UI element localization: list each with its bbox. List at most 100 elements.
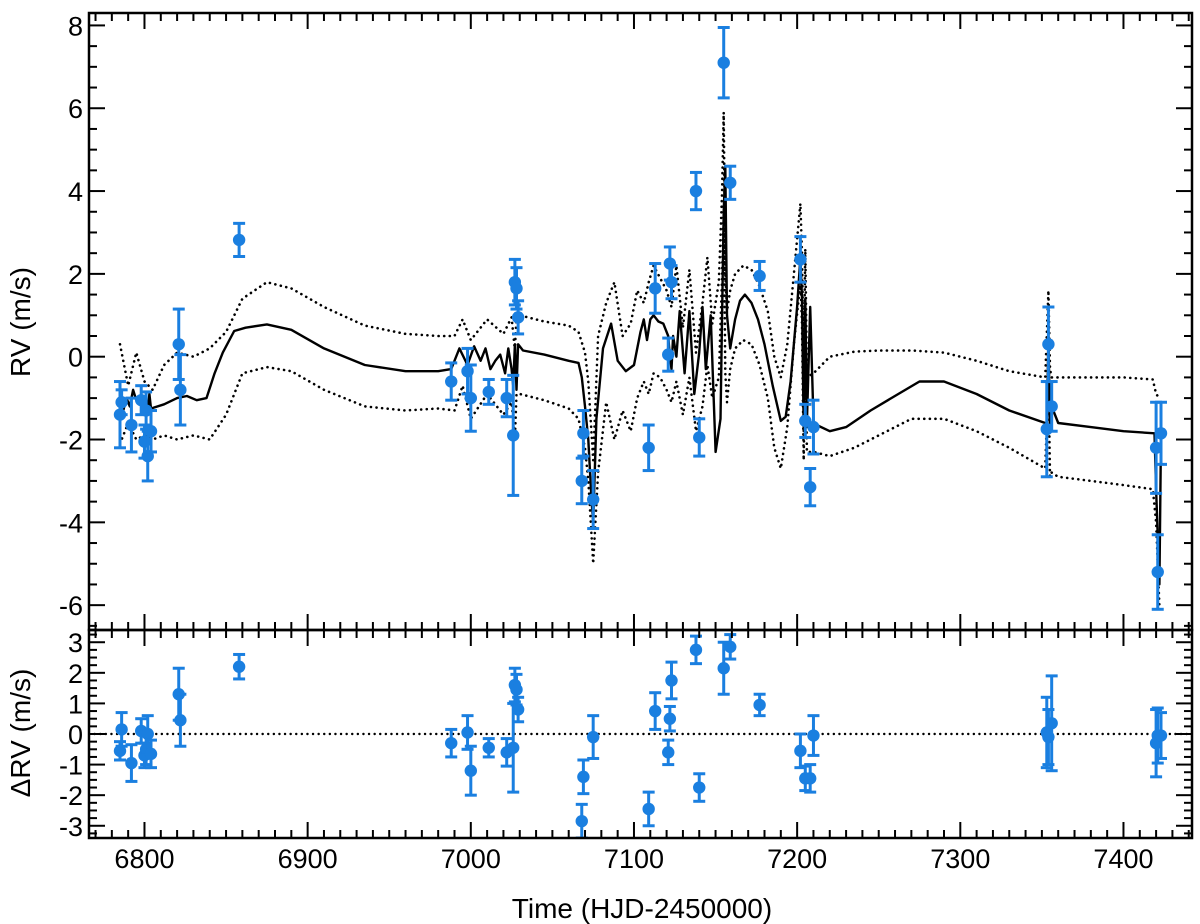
- rv-data-point: [577, 427, 590, 440]
- rv-data-point: [1151, 565, 1164, 579]
- x-tick-label: 7000: [441, 844, 501, 874]
- rv-data-point: [1149, 441, 1163, 454]
- x-axis-label: Time (HJD-2450000): [512, 893, 772, 924]
- residual-y-tick-label: 2: [68, 659, 83, 689]
- rv-data-point: [500, 391, 513, 405]
- rv-y-tick-label: 0: [68, 343, 83, 373]
- residual-data-point: [648, 704, 662, 718]
- rv-data-point: [125, 418, 138, 432]
- residual-data-point: [461, 726, 474, 739]
- rv-y-tick-label: 6: [68, 94, 83, 124]
- rv-data-point: [135, 393, 148, 407]
- residual-data-point: [445, 736, 458, 750]
- residual-data-point: [482, 741, 495, 754]
- residual-data-point: [510, 683, 523, 696]
- residual-data-point: [125, 756, 138, 770]
- rv-data-point: [642, 441, 655, 454]
- rv-data-point: [144, 425, 158, 438]
- rv-data-point: [1045, 400, 1058, 413]
- rv-model-line: [118, 164, 1163, 586]
- rv-data-point: [445, 375, 458, 388]
- rv-data-point: [662, 348, 675, 361]
- rv-data-point: [648, 282, 662, 295]
- rv-data-point: [586, 493, 600, 506]
- rv-data-point: [665, 275, 678, 289]
- residual-data-point: [803, 772, 817, 785]
- residual-y-tick-label: 0: [68, 720, 83, 750]
- residual-data-point: [511, 703, 525, 716]
- residual-data-point: [174, 714, 187, 727]
- residual-data-point: [1154, 729, 1168, 742]
- rv-data-point: [1154, 427, 1168, 440]
- residual-data-point: [141, 727, 154, 741]
- residual-data-point: [724, 640, 737, 654]
- rv-data-point: [232, 233, 246, 247]
- x-tick-label: 6800: [114, 844, 174, 874]
- rv-plot-area: [113, 25, 1168, 611]
- residual-data-point: [807, 729, 820, 742]
- rv-data-point: [753, 269, 766, 283]
- rv-data-point: [507, 429, 520, 442]
- residual-data-point: [717, 662, 730, 675]
- rv-data-point: [1042, 338, 1055, 351]
- residual-y-tick-label: 3: [68, 628, 83, 658]
- residual-data-point: [115, 723, 128, 736]
- rv-data-point: [807, 420, 820, 434]
- residual-data-point: [507, 741, 520, 754]
- x-tick-label: 7400: [1093, 844, 1153, 874]
- rv-panel: -6 -4 -2 0 2 4 6 8: [59, 11, 1194, 632]
- residual-y-tick-label: -2: [59, 781, 83, 811]
- x-tick-label: 7300: [930, 844, 990, 874]
- rv-data-point: [717, 56, 730, 69]
- rv-data-point: [689, 184, 703, 198]
- rv-data-point: [575, 474, 588, 488]
- residual-data-point: [577, 770, 590, 784]
- residual-data-point: [232, 660, 246, 673]
- rv-data-point: [115, 396, 128, 409]
- rv-data-point: [663, 257, 677, 270]
- residual-plot-area: [89, 633, 1192, 838]
- rv-y-tick-label: -2: [59, 426, 83, 456]
- rv-data-point: [794, 253, 807, 266]
- x-tick-label: 7200: [767, 844, 827, 874]
- residual-y-tick-label: 1: [68, 689, 83, 719]
- rv-data-point: [464, 391, 478, 405]
- residual-y-tick-label: -3: [59, 812, 83, 842]
- residual-data-point: [586, 730, 600, 744]
- rv-y-tick-label: -4: [59, 508, 83, 538]
- residual-data-point: [794, 744, 807, 758]
- rv-data-point: [174, 383, 187, 397]
- residual-axis-label: ΔRV (m/s): [5, 669, 36, 798]
- rv-y-tick-label: -6: [59, 591, 83, 621]
- rv-y-tick-label: 8: [68, 11, 83, 41]
- residual-data-point: [1045, 717, 1058, 730]
- residual-data-point: [753, 698, 766, 712]
- rv-data-point: [803, 480, 817, 494]
- residual-data-point: [464, 764, 478, 777]
- rv-data-point: [172, 338, 185, 351]
- rv-data-point: [724, 176, 737, 189]
- residual-data-point: [642, 802, 655, 816]
- rv-y-tick-label: 4: [68, 177, 83, 207]
- rv-axis-label: RV (m/s): [5, 267, 36, 377]
- rv-data-point: [693, 431, 706, 444]
- residual-data-point: [575, 814, 588, 828]
- residual-data-point: [665, 674, 678, 687]
- residual-data-point: [693, 781, 706, 794]
- residual-data-point: [662, 746, 675, 759]
- x-tick-label: 6900: [278, 844, 338, 874]
- rv-data-point: [511, 311, 525, 324]
- rv-data-point: [510, 282, 523, 295]
- residual-data-point: [689, 643, 703, 657]
- residual-data-point: [144, 747, 158, 761]
- residual-data-point: [663, 712, 677, 725]
- residual-y-tick-label: -1: [59, 751, 83, 781]
- rv-data-point: [482, 385, 495, 399]
- rv-model-lower-bound: [118, 202, 1161, 607]
- rv-y-tick-label: 2: [68, 260, 83, 290]
- x-tick-label: 7100: [604, 844, 664, 874]
